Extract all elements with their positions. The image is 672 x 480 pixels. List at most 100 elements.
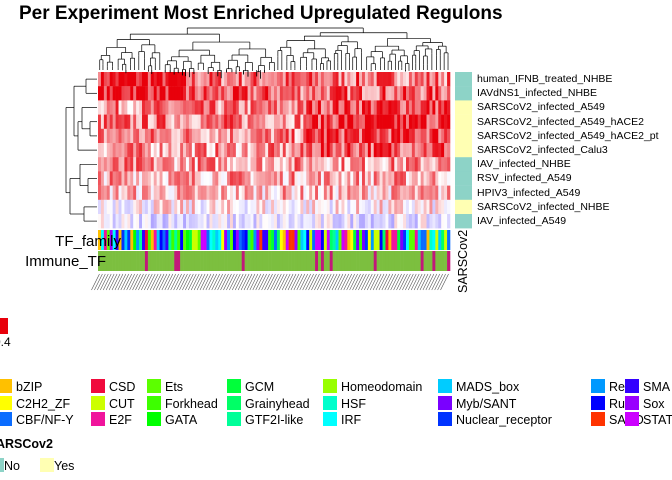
heatmap-cell — [227, 128, 231, 144]
heatmap-cell — [367, 72, 372, 87]
column-label — [358, 273, 367, 291]
heatmap-cell — [262, 157, 266, 172]
heatmap-cell — [306, 128, 310, 144]
heatmap-cell — [265, 185, 269, 200]
heatmap-cell — [385, 199, 389, 215]
heatmap-cell — [435, 157, 439, 172]
heatmap-cell — [391, 100, 395, 115]
heatmap-cell — [139, 128, 143, 144]
heatmap-cell — [165, 214, 169, 229]
tf-family-cell — [188, 230, 193, 250]
legend-label: GTF2I-like — [245, 413, 304, 427]
immune-tf-cell — [194, 251, 199, 271]
heatmap-cell — [241, 100, 245, 115]
heatmap-cell — [215, 143, 219, 158]
heatmap-cell — [417, 72, 421, 87]
column-label — [176, 273, 185, 291]
heatmap-cell — [183, 199, 187, 215]
heatmap-cell — [142, 100, 146, 115]
heatmap-cell — [414, 114, 419, 129]
heatmap-cell — [350, 86, 354, 101]
heatmap-cell — [370, 100, 375, 115]
heatmap-cell — [253, 100, 257, 115]
heatmap-cell — [268, 86, 272, 101]
heatmap-cell — [250, 171, 254, 186]
legend-swatch — [591, 379, 605, 393]
heatmap-cell — [124, 86, 128, 101]
column-label — [366, 273, 376, 291]
heatmap-cell — [332, 171, 336, 186]
heatmap-cell — [100, 86, 105, 101]
heatmap-cell — [133, 171, 137, 186]
heatmap-cell — [235, 157, 240, 172]
legend-swatch — [625, 395, 639, 410]
heatmap-cell — [309, 157, 313, 172]
heatmap-cell — [373, 86, 377, 101]
heatmap-cell — [147, 143, 152, 158]
heatmap-cell — [206, 114, 210, 129]
heatmap-cell — [121, 128, 125, 144]
column-label — [387, 273, 396, 291]
heatmap-cell — [391, 143, 395, 158]
heatmap-cell — [153, 199, 157, 215]
immune-tf-cell — [403, 251, 407, 271]
heatmap-cell — [429, 171, 433, 186]
heatmap-cell — [379, 143, 383, 158]
heatmap-cell — [394, 114, 398, 129]
heatmap-cell — [373, 128, 377, 144]
heatmap-cell — [356, 143, 360, 158]
heatmap-cell — [253, 171, 257, 186]
heatmap-cell — [385, 128, 389, 144]
heatmap-cell — [268, 72, 272, 87]
heatmap-cell — [186, 157, 190, 172]
heatmap-cell — [326, 100, 331, 115]
heatmap-cell — [303, 185, 307, 200]
sarscov2-annotation-cell — [455, 114, 472, 129]
heatmap-cell — [364, 86, 369, 101]
heatmap-cell — [323, 143, 328, 158]
heatmap-cell — [376, 157, 380, 172]
legend-label: GCM — [245, 380, 275, 394]
column-label — [243, 273, 253, 291]
immune-tf-cell — [347, 251, 351, 271]
heatmap-cell — [268, 143, 272, 158]
column-label — [413, 273, 423, 291]
immune-tf-cell — [144, 251, 149, 271]
heatmap-cell — [306, 143, 310, 158]
tf-family-cell — [297, 230, 301, 250]
heatmap-cell — [429, 72, 433, 87]
heatmap-cell — [136, 72, 140, 87]
heatmap-cell — [382, 171, 386, 186]
heatmap-cell — [100, 157, 105, 172]
heatmap-cell — [121, 100, 125, 115]
heatmap-cell — [103, 72, 108, 87]
heatmap-cell — [98, 214, 102, 229]
heatmap-cell — [303, 199, 307, 215]
heatmap-cell — [350, 100, 354, 115]
heatmap-cell — [370, 214, 375, 229]
heatmap-cell — [403, 143, 407, 158]
heatmap-cell — [382, 214, 386, 229]
heatmap-cell — [285, 114, 289, 129]
legend-swatch — [147, 395, 161, 410]
sarscov2-legend-label: No — [4, 459, 20, 473]
heatmap-cell — [268, 100, 272, 115]
heatmap-cell — [218, 143, 222, 158]
immune-tf-cell — [188, 251, 193, 271]
heatmap-cell — [259, 143, 263, 158]
heatmap-cell — [297, 185, 301, 200]
heatmap-cell — [288, 185, 292, 200]
heatmap-cell — [139, 214, 143, 229]
heatmap-cell — [312, 199, 316, 215]
heatmap-cell — [256, 171, 260, 186]
heatmap-cell — [124, 100, 128, 115]
heatmap-cell — [262, 143, 266, 158]
heatmap-cell — [414, 128, 419, 144]
heatmap-cell — [244, 157, 248, 172]
heatmap-cell — [183, 86, 187, 101]
column-label — [158, 273, 168, 291]
column-label — [320, 273, 329, 291]
heatmap-cell — [259, 185, 263, 200]
heatmap-cell — [197, 100, 201, 115]
column-label — [196, 273, 206, 291]
